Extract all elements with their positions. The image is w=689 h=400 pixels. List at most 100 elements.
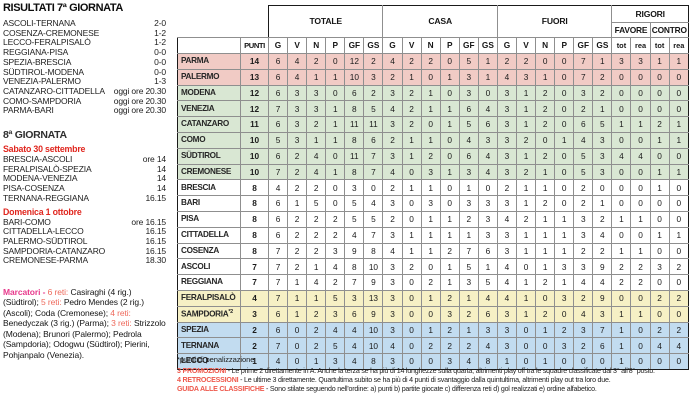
fixture-row-time: 18.30 [145, 255, 166, 266]
stat-cell: 4 [458, 353, 479, 370]
stat-cell: 4 [592, 274, 613, 291]
standings-row: COSENZA 8 7 2 2 3 9 8 4 1 1 2 7 6 3 1 1 1 2 2 1 1 0 0 [177, 242, 689, 260]
stat-cell: 2 [649, 116, 670, 133]
stat-cell: 0 [611, 289, 632, 307]
stat-cell: 6 [267, 116, 289, 133]
stat-cell: 0 [401, 289, 422, 307]
team-name: TERNANA [177, 337, 241, 355]
standings-table: TOTALE CASA FUORI RIGORI FAVORE CONTRO P… [177, 5, 689, 370]
stat-cell: 11 [344, 147, 365, 165]
team-name: PISA [177, 210, 241, 228]
team-column-header [177, 37, 241, 54]
stat-cell: 2 [668, 289, 689, 307]
stat-cell: 0 [630, 353, 651, 370]
results-list: ASCOLI-TERNANA 2-0 COSENZA-CREMONESE 1-2 LEC… [3, 18, 166, 116]
stat-cell: 0 [668, 68, 689, 86]
stat-cell: 2 [630, 258, 651, 276]
stat-cell: 3 [287, 100, 308, 118]
stat-cell: 0 [287, 337, 308, 355]
stat-cell: 1 [649, 226, 670, 244]
fixture-row-teams: CREMONESE-PARMA [3, 255, 88, 266]
fixture-row-teams: PISA-COSENZA [3, 183, 65, 194]
stat-cell: 7 [592, 321, 613, 339]
stat-cell: 2 [287, 147, 308, 165]
stat-cell: 8 [344, 131, 365, 149]
points-cell: 8 [240, 179, 269, 197]
stat-cell: 4 [287, 68, 308, 86]
stat-column-header: G [382, 37, 403, 54]
stat-cell: 1 [554, 210, 575, 228]
stat-cell: 3 [573, 258, 594, 276]
note-line: GUIDA ALLE CLASSIFICHE - Sono stilate se… [177, 385, 597, 394]
standings-row: MODENA 12 6 3 3 0 6 2 3 2 1 0 3 0 3 1 2 0 3 2 0 0 0 0 [177, 84, 689, 102]
stat-cell: 3 [287, 84, 308, 102]
standings-row: COMO 10 5 3 1 1 8 6 2 1 1 0 4 3 3 2 0 1 4 3 0 0 1 1 [177, 131, 689, 149]
stat-cell: 4 [496, 274, 518, 291]
stat-cell: 0 [401, 353, 422, 370]
stat-cell: 3 [439, 353, 460, 370]
stat-cell: 2 [573, 100, 594, 118]
standings-row: SÜDTIROL 10 6 2 4 0 11 7 3 1 2 0 6 4 3 1 2 0 5 3 4 4 0 0 [177, 147, 689, 165]
stat-cell: 6 [267, 210, 289, 228]
stat-cell: 4 [496, 289, 518, 307]
stat-cell: 0 [554, 147, 575, 165]
stat-cell: 3 [458, 195, 479, 212]
stat-cell: 3 [287, 131, 308, 149]
standings-row: ASCOLI 7 7 2 1 4 8 10 3 2 0 1 5 1 4 0 1 3 3 9 2 2 3 2 [177, 258, 689, 276]
stat-cell: 3 [573, 226, 594, 244]
stat-cell: 1 [592, 53, 613, 70]
stat-cell: 1 [535, 210, 556, 228]
stat-cell: 5 [306, 195, 327, 212]
stat-cell: 0 [439, 195, 460, 212]
result-row-teams: CATANZARO-CITTADELLA [3, 85, 105, 96]
stat-cell: 1 [306, 131, 327, 149]
stat-cell: 2 [573, 242, 594, 260]
stat-cell: 2 [535, 84, 556, 102]
stat-cell: 2 [592, 210, 613, 228]
result-row-time: oggi ore 20.30 [113, 105, 166, 116]
stat-cell: 4 [306, 163, 327, 181]
note-lead: 3 PROMOZIONI [177, 367, 226, 375]
stat-cell: 2 [420, 147, 441, 165]
team-name: MODENA [177, 84, 241, 102]
stat-cell: 4 [344, 337, 365, 355]
stat-cell: 0 [325, 84, 346, 102]
stat-cell: 3 [496, 321, 518, 339]
stat-cell: 6 [477, 305, 498, 323]
stat-cell: 4 [287, 53, 308, 70]
result-row-time: oggi ore 20.30 [113, 85, 166, 96]
stat-cell: 4 [573, 274, 594, 291]
stat-cell: 4 [477, 163, 498, 181]
stat-cell: 1 [611, 337, 632, 355]
stat-cell: 1 [516, 305, 537, 323]
stat-cell: 7 [267, 289, 289, 307]
stat-cell: 13 [363, 289, 384, 307]
stat-column-header: N [420, 37, 441, 54]
stat-cell: 2 [401, 100, 422, 118]
scorers-count: 3 reti: [111, 318, 132, 329]
stat-cell: 6 [477, 116, 498, 133]
stat-cell: 0 [554, 305, 575, 323]
stat-cell: 2 [592, 84, 613, 102]
note-line: 4 RETROCESSIONI - Le ultime 3 direttamen… [177, 376, 611, 385]
stat-cell: 10 [363, 337, 384, 355]
stat-cell: 2 [420, 274, 441, 291]
stat-cell: 6 [344, 305, 365, 323]
fixture-row-time: 16.15 [145, 192, 166, 203]
stat-cell: 3 [344, 179, 365, 197]
stat-cell: 6 [267, 53, 289, 70]
stat-cell: 3 [573, 210, 594, 228]
stat-cell: 0 [649, 147, 670, 165]
stat-cell: 0 [668, 195, 689, 212]
points-cell: 7 [240, 274, 269, 291]
fixture-row: PISA-COSENZA 14 [3, 183, 166, 194]
stat-cell: 2 [668, 258, 689, 276]
fixture-row-teams: TERNANA-REGGIANA [3, 192, 89, 203]
points-cell: 2 [240, 321, 269, 339]
stat-column-header: V [287, 37, 308, 54]
group-header-totale: TOTALE [267, 5, 384, 38]
stat-cell: 3 [477, 321, 498, 339]
stat-cell: 4 [649, 337, 670, 355]
fixtures-list-sunday: BARI-COMO ore 16.15 CITTADELLA-LECCO 16.15 P… [3, 217, 166, 267]
stat-cell: 2 [496, 53, 518, 70]
